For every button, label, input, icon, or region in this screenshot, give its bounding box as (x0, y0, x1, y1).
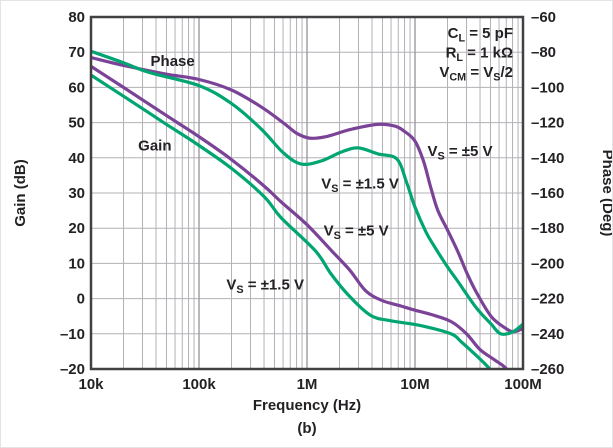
phase-group-label: Phase (151, 53, 195, 70)
gain-vs1p5-curve (91, 73, 493, 369)
figure-caption: (b) (297, 420, 317, 437)
x-tick-label: 10M (400, 376, 429, 393)
y-left-tick-label: 80 (68, 9, 85, 26)
x-tick-label: 10k (78, 376, 104, 393)
y-axis-left-title: Gain (dB) (12, 159, 29, 227)
y-left-tick-label: 50 (68, 115, 85, 132)
y-right-tick-label: –60 (531, 9, 556, 26)
curves (91, 49, 523, 369)
y-left-tick-label: 20 (68, 220, 85, 237)
y-right-tick-label: –180 (531, 220, 564, 237)
condition-line: VCM = VS/2 (439, 64, 513, 84)
y-left-tick-label: –20 (60, 361, 85, 378)
y-right-tick-label: –100 (531, 79, 564, 96)
y-left-tick-label: 10 (68, 255, 85, 272)
y-right-tick-label: –200 (531, 255, 564, 272)
x-tick-label: 1M (297, 376, 318, 393)
gain-vs1p5-label: VS = ±1.5 V (226, 277, 304, 297)
y-right-tick-label: –160 (531, 185, 564, 202)
y-right-tick-label: –120 (531, 115, 564, 132)
condition-line: CL = 5 pF (448, 25, 513, 45)
gain-vs5-label: VS = ±5 V (324, 222, 389, 242)
y-right-tick-label: –240 (531, 326, 564, 343)
plot-frame (89, 15, 525, 371)
y-left-tick-label: 60 (68, 79, 85, 96)
phase-vs1p5-label: VS = ±1.5 V (321, 175, 399, 195)
y-axis-right-title: Phase (Deg) (599, 150, 613, 237)
phase-vs5-label: VS = ±5 V (427, 143, 492, 163)
x-tick-label: 100k (182, 376, 216, 393)
y-left-tick-label: 70 (68, 44, 85, 61)
condition-line: RL = 1 kΩ (446, 45, 513, 65)
x-tick-label: 100M (504, 376, 542, 393)
y-left-tick-label: 0 (77, 291, 85, 308)
y-left-tick-label: 40 (68, 150, 85, 167)
y-left-tick-label: 30 (68, 185, 85, 202)
y-right-tick-label: –80 (531, 44, 556, 61)
y-left-tick-label: –10 (60, 326, 85, 343)
phase-vs5-curve (91, 55, 523, 334)
x-axis-title: Frequency (Hz) (253, 397, 361, 414)
phase-vs1p5-curve (91, 49, 523, 336)
gain-group-label: Gain (138, 137, 171, 154)
y-right-tick-label: –140 (531, 150, 564, 167)
y-right-tick-label: –260 (531, 361, 564, 378)
gain-vs5-curve (91, 64, 509, 369)
y-right-tick-label: –220 (531, 291, 564, 308)
